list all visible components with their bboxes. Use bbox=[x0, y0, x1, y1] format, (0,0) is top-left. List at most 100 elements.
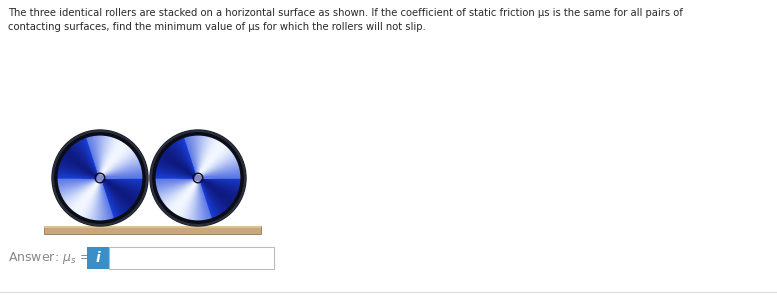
Polygon shape bbox=[100, 178, 131, 211]
Polygon shape bbox=[100, 173, 144, 178]
Polygon shape bbox=[64, 178, 100, 204]
Polygon shape bbox=[60, 178, 100, 198]
Polygon shape bbox=[100, 162, 141, 178]
Polygon shape bbox=[169, 144, 198, 178]
Polygon shape bbox=[198, 178, 239, 194]
Polygon shape bbox=[100, 178, 142, 192]
Polygon shape bbox=[100, 178, 125, 215]
Polygon shape bbox=[97, 134, 100, 178]
Polygon shape bbox=[100, 152, 137, 178]
Polygon shape bbox=[162, 178, 198, 205]
Polygon shape bbox=[198, 134, 205, 178]
Polygon shape bbox=[198, 178, 238, 198]
Polygon shape bbox=[93, 178, 100, 222]
Polygon shape bbox=[198, 178, 225, 214]
Bar bbox=[44, 226, 261, 228]
Polygon shape bbox=[169, 178, 198, 212]
Polygon shape bbox=[198, 177, 242, 178]
Polygon shape bbox=[154, 173, 198, 178]
Polygon shape bbox=[193, 178, 198, 222]
Polygon shape bbox=[178, 178, 198, 218]
Polygon shape bbox=[100, 135, 113, 178]
Polygon shape bbox=[100, 155, 139, 178]
Polygon shape bbox=[165, 148, 198, 178]
Polygon shape bbox=[100, 171, 144, 178]
Polygon shape bbox=[195, 178, 198, 222]
Polygon shape bbox=[100, 154, 138, 178]
Polygon shape bbox=[67, 178, 100, 208]
Polygon shape bbox=[162, 152, 198, 178]
Polygon shape bbox=[100, 178, 120, 218]
Polygon shape bbox=[84, 136, 100, 178]
Polygon shape bbox=[198, 141, 223, 178]
Polygon shape bbox=[164, 178, 198, 207]
Polygon shape bbox=[198, 178, 241, 190]
Polygon shape bbox=[195, 134, 198, 178]
Polygon shape bbox=[193, 134, 198, 178]
Polygon shape bbox=[182, 178, 198, 219]
Polygon shape bbox=[198, 136, 213, 178]
Polygon shape bbox=[157, 161, 198, 178]
Polygon shape bbox=[71, 143, 100, 178]
Polygon shape bbox=[198, 178, 242, 181]
Polygon shape bbox=[100, 178, 144, 184]
Polygon shape bbox=[198, 178, 202, 222]
Polygon shape bbox=[172, 178, 198, 214]
Polygon shape bbox=[100, 178, 123, 217]
Polygon shape bbox=[100, 134, 108, 178]
Polygon shape bbox=[171, 178, 198, 214]
Polygon shape bbox=[198, 178, 242, 184]
Polygon shape bbox=[198, 178, 233, 206]
Polygon shape bbox=[198, 178, 223, 215]
Polygon shape bbox=[198, 151, 234, 178]
Polygon shape bbox=[100, 178, 143, 190]
Polygon shape bbox=[154, 178, 198, 181]
Polygon shape bbox=[155, 166, 198, 178]
Circle shape bbox=[52, 130, 148, 226]
Polygon shape bbox=[100, 168, 144, 178]
Polygon shape bbox=[198, 178, 217, 219]
Polygon shape bbox=[198, 134, 202, 178]
Polygon shape bbox=[198, 178, 200, 222]
Polygon shape bbox=[166, 147, 198, 178]
Polygon shape bbox=[57, 178, 100, 186]
Polygon shape bbox=[100, 178, 137, 204]
Polygon shape bbox=[100, 178, 115, 220]
Polygon shape bbox=[198, 178, 211, 221]
Polygon shape bbox=[158, 159, 198, 178]
Polygon shape bbox=[198, 135, 207, 178]
Polygon shape bbox=[56, 178, 100, 184]
Polygon shape bbox=[198, 178, 218, 218]
Polygon shape bbox=[198, 134, 204, 178]
Polygon shape bbox=[188, 178, 198, 221]
Polygon shape bbox=[188, 135, 198, 178]
Polygon shape bbox=[68, 147, 100, 178]
Polygon shape bbox=[184, 135, 198, 178]
Polygon shape bbox=[76, 140, 100, 178]
Polygon shape bbox=[100, 136, 117, 178]
Polygon shape bbox=[155, 178, 198, 188]
Polygon shape bbox=[198, 158, 238, 178]
Polygon shape bbox=[198, 178, 236, 202]
Polygon shape bbox=[179, 138, 198, 178]
Polygon shape bbox=[155, 164, 198, 178]
Polygon shape bbox=[57, 178, 100, 190]
Polygon shape bbox=[198, 178, 214, 219]
Polygon shape bbox=[198, 178, 242, 185]
Polygon shape bbox=[198, 178, 240, 193]
Polygon shape bbox=[198, 161, 239, 178]
Polygon shape bbox=[168, 178, 198, 211]
Polygon shape bbox=[191, 134, 198, 178]
Polygon shape bbox=[198, 141, 224, 178]
Polygon shape bbox=[197, 134, 198, 178]
Polygon shape bbox=[56, 174, 100, 178]
Polygon shape bbox=[63, 178, 100, 203]
Polygon shape bbox=[100, 135, 111, 178]
Polygon shape bbox=[198, 147, 230, 178]
Polygon shape bbox=[100, 142, 127, 178]
Polygon shape bbox=[198, 138, 217, 178]
Polygon shape bbox=[154, 175, 198, 178]
Polygon shape bbox=[198, 135, 211, 178]
Polygon shape bbox=[100, 147, 132, 178]
Polygon shape bbox=[197, 178, 198, 222]
